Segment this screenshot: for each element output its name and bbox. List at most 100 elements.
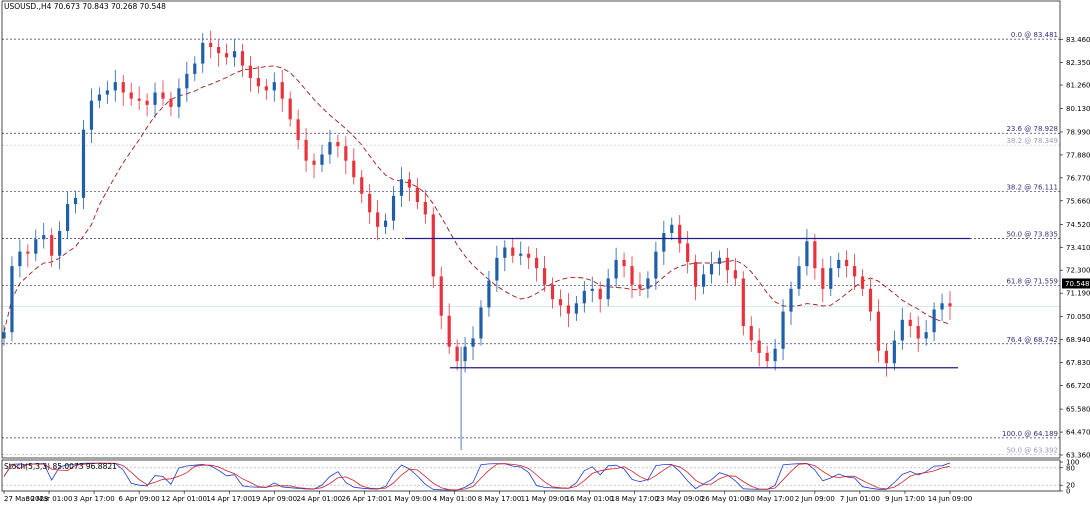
candle-body <box>638 284 642 289</box>
candle-body <box>344 146 348 161</box>
candle-body <box>701 274 706 287</box>
candle-body <box>153 92 157 105</box>
candle-body <box>81 129 86 198</box>
candle-body <box>248 65 253 79</box>
candle-body <box>749 326 753 341</box>
time-tick-label: 23 May 09:00 <box>656 495 704 503</box>
candle-body <box>264 86 268 91</box>
candle-body <box>129 92 133 99</box>
candle-body <box>256 78 260 87</box>
candle-body <box>18 251 22 267</box>
price-tick-label: 65.580 <box>1066 406 1090 414</box>
fibonacci-labels: 0.0 @ 83.481 23.6 @ 78.928 38.2 @ 78.349 38… <box>1002 31 1058 454</box>
candle-body <box>654 251 658 279</box>
time-tick-label: 30 Mar 01:00 <box>26 495 73 503</box>
candle-body <box>240 51 245 66</box>
candle-body <box>439 276 443 316</box>
candle-body <box>177 88 181 107</box>
candle-body <box>876 311 881 351</box>
candle-body <box>121 82 125 93</box>
price-axis: 83.460 82.350 81.260 80.130 78.990 77.880 76.7… <box>1060 36 1090 460</box>
candle-body <box>781 311 785 349</box>
stochastic-title: Stoch(5,3,3) 85.0073 96.8821 <box>4 462 117 471</box>
symbol-title: USOUSD.,H4 70.673 70.843 70.268 70.548 <box>4 2 166 11</box>
candle-body <box>908 319 912 327</box>
candle-body <box>773 348 777 362</box>
price-tick-label: 74.520 <box>1066 221 1090 229</box>
candle-body <box>535 257 539 269</box>
candle-body <box>797 266 801 289</box>
candle-body <box>407 179 412 188</box>
candle-body <box>948 303 952 307</box>
stoch-tick-label: 0 <box>1066 488 1070 496</box>
fib-label: 38.2 @ 78.349 <box>1006 137 1058 145</box>
candle-body <box>42 235 46 240</box>
stoch-tick-label: 80 <box>1066 464 1075 472</box>
candle-body <box>455 346 459 362</box>
candle-body <box>431 214 435 277</box>
price-tick-label: 66.720 <box>1066 382 1090 390</box>
chart-frame <box>1 0 1061 492</box>
candle-body <box>312 160 316 165</box>
bid-price-tag <box>1062 278 1090 289</box>
candle-body <box>670 224 674 234</box>
candle-body <box>503 247 507 258</box>
time-tick-label: 19 Apr 09:00 <box>251 495 297 503</box>
candle-body <box>193 63 197 74</box>
price-tick-label: 77.880 <box>1066 151 1090 159</box>
stoch-frame <box>1 459 1061 492</box>
candle-body <box>694 261 698 287</box>
price-tick-label: 80.130 <box>1066 105 1090 113</box>
candle-body <box>73 197 78 205</box>
candle-body <box>471 338 475 347</box>
candle-body <box>368 193 372 213</box>
candles <box>2 30 952 451</box>
candle-body <box>590 288 594 291</box>
price-tick-label: 82.350 <box>1066 59 1090 67</box>
time-tick-label: 27 Mar 2023 <box>4 495 48 503</box>
candle-body <box>741 278 745 327</box>
candle-body <box>26 251 30 254</box>
channel-lines <box>405 237 970 369</box>
candle-body <box>399 179 404 196</box>
candle-body <box>288 98 292 120</box>
candle-body <box>169 98 173 107</box>
candle-body <box>837 259 841 269</box>
candle-body <box>686 243 690 262</box>
candle-body <box>900 319 904 341</box>
time-tick-label: 12 Apr 01:00 <box>161 495 207 503</box>
candle-body <box>916 326 920 339</box>
price-tick-label: 71.190 <box>1066 290 1090 298</box>
candle-body <box>574 303 578 314</box>
candle-body <box>845 259 849 267</box>
candle-body <box>709 264 714 275</box>
time-tick-label: 4 May 01:00 <box>433 495 477 503</box>
candle-body <box>550 284 555 300</box>
candle-body <box>89 100 94 130</box>
candle-body <box>487 280 491 308</box>
candle-body <box>678 224 682 244</box>
candle-body <box>415 187 419 203</box>
time-tick-label: 14 Apr 17:00 <box>206 495 252 503</box>
candle-body <box>582 290 586 304</box>
fib-label: 61.8 @ 71.559 <box>1006 278 1058 286</box>
main-frame <box>1 0 1061 459</box>
time-tick-label: 6 Apr 09:00 <box>119 495 160 503</box>
fib-label: 50.0 @ 63.392 <box>1006 446 1058 454</box>
bid-price-label: 70.548 <box>1065 280 1090 288</box>
candle-body <box>892 340 896 364</box>
candle-body <box>65 204 70 231</box>
price-tick-label: 63.360 <box>1066 452 1090 460</box>
candle-body <box>821 268 825 289</box>
time-tick-label: 16 May 01:00 <box>566 495 614 503</box>
fib-label: 23.6 @ 78.928 <box>1006 125 1058 133</box>
candle-body <box>50 235 54 256</box>
candle-body <box>352 160 356 178</box>
candle-body <box>622 259 626 267</box>
candle-body <box>336 142 340 147</box>
price-tick-label: 70.050 <box>1066 313 1090 321</box>
candle-body <box>423 202 427 215</box>
price-tick-label: 78.990 <box>1066 128 1090 136</box>
time-tick-label: 11 May 09:00 <box>521 495 569 503</box>
candle-body <box>789 288 793 312</box>
